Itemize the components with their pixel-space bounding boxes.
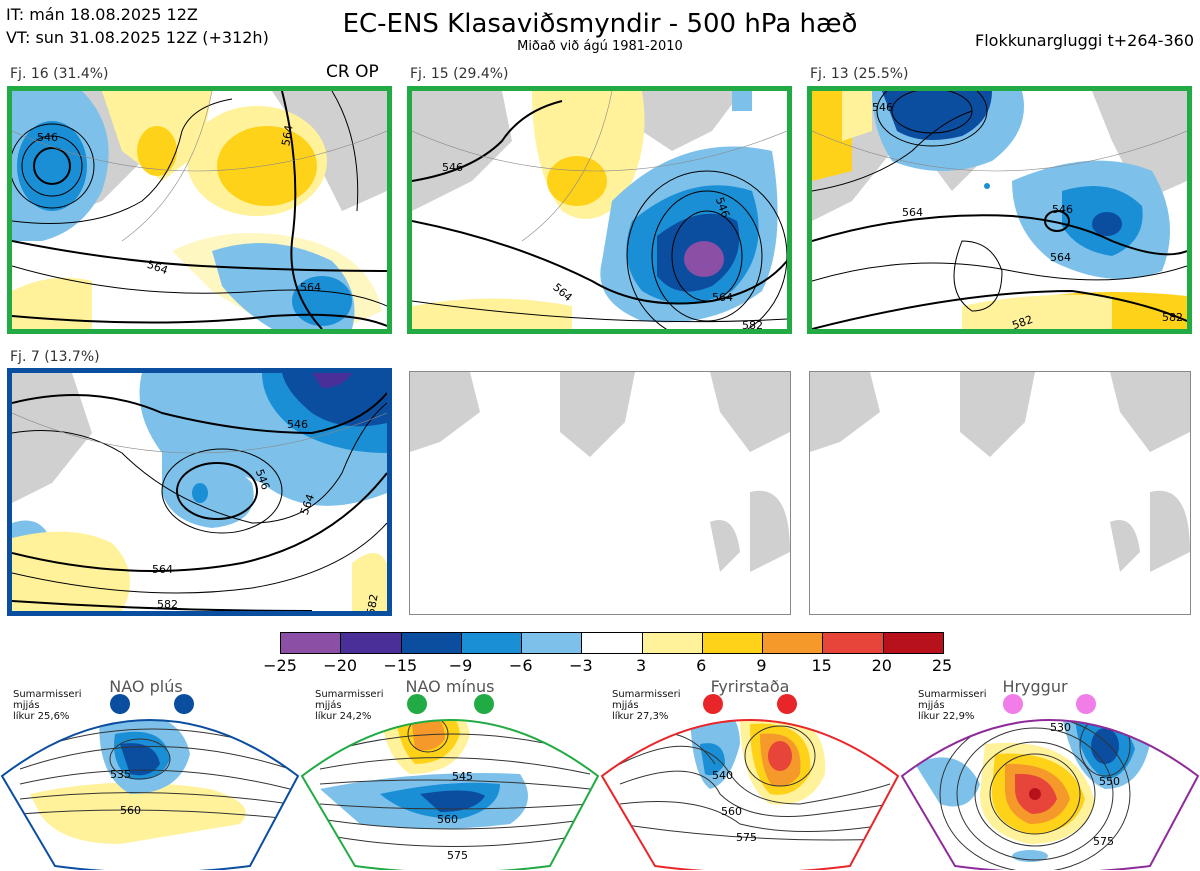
- colorbar-tick-label: −6: [508, 656, 533, 675]
- colorbar-cell: [641, 633, 702, 653]
- contour-label: 546: [1052, 203, 1073, 216]
- contour-label: 546: [287, 418, 308, 431]
- colorbar-cell: [822, 633, 883, 653]
- contour-label: 575: [1093, 835, 1114, 848]
- regime-dot-ridge-left: [1003, 694, 1023, 714]
- issue-time: IT: mán 18.08.2025 12Z: [6, 5, 198, 24]
- contour-label: 564: [712, 291, 733, 304]
- classification-window: Flokkunargluggi t+264-360: [975, 31, 1194, 50]
- colorbar-cell: [882, 633, 943, 653]
- colorbar-tick-label: −3: [569, 656, 593, 675]
- cluster-label-3: Fj. 13 (25.5%): [810, 66, 909, 82]
- colorbar-tick-label: 20: [871, 656, 892, 675]
- colorbar-cell: [701, 633, 763, 653]
- contour-label: 575: [736, 831, 757, 844]
- colorbar-tick-label: 15: [811, 656, 832, 675]
- regime-name-3: Fyrirstaða: [710, 677, 790, 696]
- regime-map-nao-minus[interactable]: 545 560 575: [300, 694, 602, 870]
- colorbar: [280, 632, 944, 654]
- regime-dot-nao-minus-right: [474, 694, 494, 714]
- contour-label: 582: [1162, 311, 1183, 324]
- crop-label: CR OP: [326, 62, 379, 82]
- colorbar-cell: [460, 633, 522, 653]
- page-subtitle: Miðað við ágú 1981-2010: [517, 39, 683, 54]
- valid-time: VT: sun 31.08.2025 12Z (+312h): [6, 28, 269, 47]
- regime-dot-nao-plus-left: [110, 694, 130, 714]
- colorbar-tick-label: 6: [696, 656, 707, 675]
- colorbar-tick-label: −15: [383, 656, 418, 675]
- contour-label: 540: [712, 769, 733, 782]
- cluster-map-2[interactable]: 546 546 564 564 582: [407, 86, 792, 334]
- contour-label: 546: [37, 131, 58, 144]
- regime-info-4: Sumarmisseri mjjás líkur 22,9%: [918, 689, 987, 722]
- cluster-label-4: Fj. 7 (13.7%): [10, 349, 100, 365]
- regime-name-2: NAO mínus: [405, 677, 495, 696]
- regime-dot-nao-plus-right: [174, 694, 194, 714]
- regime-dot-nao-minus-left: [407, 694, 427, 714]
- colorbar-tick-label: −9: [448, 656, 473, 675]
- colorbar-cell: [340, 633, 401, 653]
- regime-name-4: Hryggur: [1002, 677, 1068, 696]
- contour-label: 582: [742, 319, 763, 332]
- cluster-label-2: Fj. 15 (29.4%): [410, 66, 509, 82]
- page-title: EC-ENS Klasaviðsmyndir - 500 hPa hæð: [342, 9, 858, 39]
- contour-label: 564: [300, 281, 321, 294]
- regime-info-1: Sumarmisseri mjjás líkur 25,6%: [13, 689, 82, 722]
- colorbar-tick-label: −25: [263, 656, 297, 675]
- regime-dot-blocking-left: [703, 694, 723, 714]
- contour-label: 564: [1050, 251, 1071, 264]
- colorbar-cell: [762, 633, 823, 653]
- empty-map-6: [809, 371, 1191, 615]
- contour-label: 546: [442, 161, 463, 174]
- contour-label: 560: [437, 813, 458, 826]
- contour-label: 560: [721, 805, 742, 818]
- contour-label: 560: [120, 804, 141, 817]
- regime-map-blocking[interactable]: 540 560 575: [600, 694, 902, 870]
- regime-info-2: Sumarmisseri mjjás líkur 24,2%: [315, 689, 384, 722]
- contour-label: 564: [902, 206, 923, 219]
- regime-info-3: Sumarmisseri mjjás líkur 27,3%: [612, 689, 681, 722]
- colorbar-tick-label: 25: [931, 656, 953, 675]
- contour-label: 530: [1050, 721, 1071, 734]
- colorbar-cell: [281, 633, 341, 653]
- colorbar-tick-label: 3: [635, 656, 647, 675]
- colorbar-cell: [581, 633, 642, 653]
- contour-label: 535: [110, 768, 131, 781]
- colorbar-tick-label: −20: [323, 656, 358, 675]
- contour-label: 582: [157, 598, 178, 611]
- colorbar-cell: [400, 633, 461, 653]
- contour-label: 564: [152, 563, 173, 576]
- regime-map-ridge[interactable]: 530 550 575: [900, 694, 1200, 870]
- colorbar-cell: [521, 633, 582, 653]
- contour-label: 545: [452, 770, 473, 783]
- cluster-map-4[interactable]: 546 546 564 564 582 582: [7, 368, 392, 616]
- regime-dot-ridge-right: [1076, 694, 1096, 714]
- cluster-map-1[interactable]: 546 564 564 564: [7, 86, 392, 334]
- cluster-map-3[interactable]: 546 546 564 564 582 582: [807, 86, 1192, 334]
- cluster-label-1: Fj. 16 (31.4%): [10, 66, 109, 82]
- colorbar-tick-label: 9: [756, 656, 767, 675]
- regime-name-1: NAO plús: [109, 677, 183, 696]
- contour-label: 550: [1099, 775, 1120, 788]
- contour-label: 546: [872, 101, 893, 114]
- contour-label: 582: [364, 593, 381, 616]
- header-info: IT: mán 18.08.2025 12Z VT: sun 31.08.202…: [6, 3, 269, 49]
- empty-map-5: [409, 371, 791, 615]
- regime-map-nao-plus[interactable]: 535 560: [0, 694, 302, 870]
- regime-dot-blocking-right: [777, 694, 797, 714]
- contour-label: 575: [447, 849, 468, 862]
